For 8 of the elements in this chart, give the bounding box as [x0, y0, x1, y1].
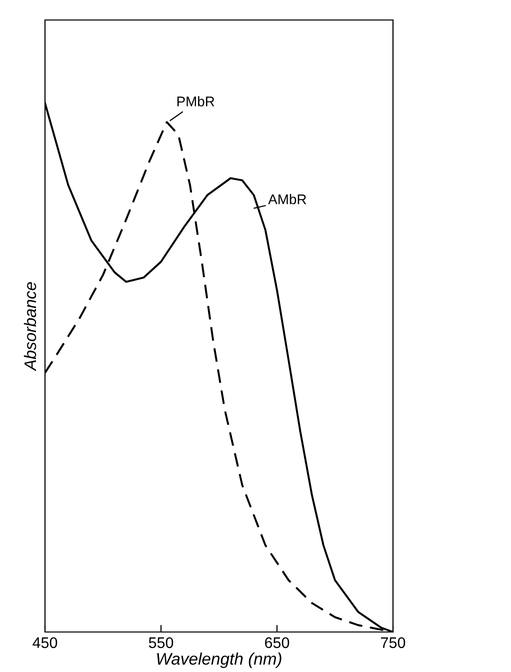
x-axis-title: Wavelength (nm) [157, 652, 282, 668]
legend-label: AMbR [268, 194, 306, 204]
x-tick-label: 650 [265, 637, 290, 648]
x-tick-label: 550 [148, 637, 174, 648]
y-axis-title: Absorbance [24, 282, 36, 372]
x-tick-label: 750 [381, 637, 406, 648]
series-label: PMbR [177, 96, 214, 106]
x-tick-label: 450 [32, 637, 58, 648]
